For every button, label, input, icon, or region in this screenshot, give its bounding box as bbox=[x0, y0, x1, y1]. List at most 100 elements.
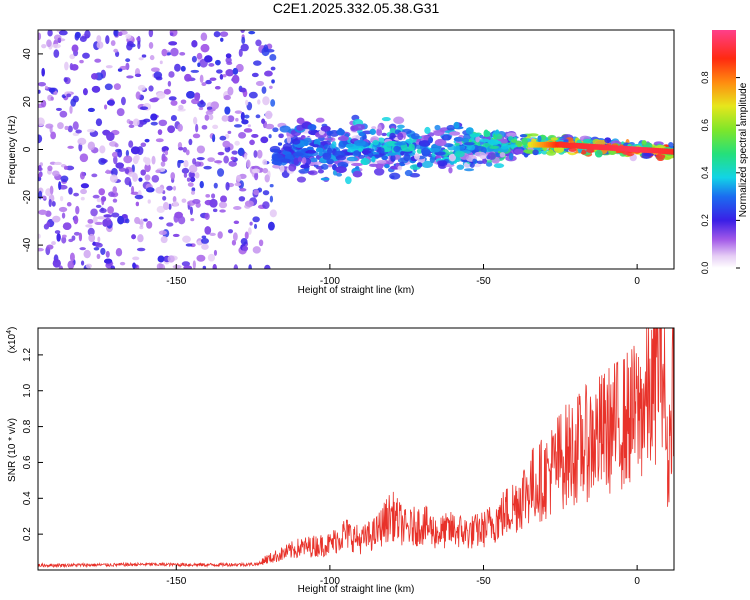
heat-cell bbox=[300, 135, 306, 140]
heat-cell bbox=[189, 206, 193, 216]
heat-cell bbox=[513, 148, 524, 155]
heat-cell bbox=[253, 150, 258, 158]
heat-cell bbox=[393, 145, 401, 153]
heat-cell bbox=[448, 166, 453, 174]
heat-cell bbox=[174, 63, 181, 72]
heat-cell bbox=[87, 141, 96, 151]
heat-cell bbox=[487, 139, 496, 144]
heat-cell bbox=[403, 153, 411, 162]
heat-cell bbox=[255, 80, 265, 87]
heat-cell bbox=[262, 159, 268, 166]
colorbar: 0.0 0.2 0.4 0.6 0.8 Normalized spectral ampl… bbox=[700, 30, 749, 274]
heat-cell bbox=[125, 168, 130, 174]
heat-cell bbox=[157, 129, 163, 135]
heat-cell bbox=[55, 107, 62, 111]
heat-cell bbox=[480, 155, 486, 160]
heat-cell bbox=[217, 168, 225, 177]
heat-cell bbox=[38, 32, 42, 41]
heat-cell bbox=[262, 167, 269, 174]
heat-cell bbox=[92, 241, 96, 246]
heat-cell bbox=[97, 236, 101, 243]
heat-cell bbox=[117, 215, 125, 225]
colorbar-tick-label: 0.0 bbox=[700, 262, 710, 275]
heat-cell bbox=[57, 37, 62, 44]
heat-cell bbox=[186, 91, 195, 99]
heat-cell bbox=[183, 172, 188, 178]
heat-cell bbox=[222, 140, 231, 148]
heat-cell bbox=[257, 99, 261, 105]
heat-cell bbox=[241, 119, 249, 125]
heat-cell bbox=[38, 247, 44, 252]
heat-cell bbox=[79, 171, 85, 180]
heat-cell bbox=[416, 148, 423, 154]
heat-cell bbox=[100, 158, 108, 164]
heat-cell bbox=[272, 127, 279, 133]
heat-cell bbox=[437, 139, 443, 144]
heat-cell bbox=[296, 117, 305, 124]
heat-cell bbox=[353, 123, 365, 131]
heat-cell bbox=[119, 261, 126, 266]
heat-cell bbox=[150, 113, 158, 121]
heat-cell bbox=[201, 124, 208, 130]
heat-cell bbox=[80, 188, 87, 195]
heat-cell bbox=[236, 174, 242, 182]
heat-cell bbox=[137, 41, 141, 50]
heat-cell bbox=[164, 150, 169, 156]
heat-cell bbox=[78, 232, 83, 242]
heat-cell bbox=[256, 149, 263, 159]
heat-cell bbox=[58, 181, 62, 190]
heat-cell bbox=[194, 172, 200, 179]
heat-cell bbox=[375, 163, 384, 169]
heat-cell bbox=[604, 137, 611, 144]
heat-cell bbox=[188, 138, 193, 146]
colorbar-ticks: 0.0 0.2 0.4 0.6 0.8 bbox=[700, 71, 740, 274]
heat-cell bbox=[107, 99, 115, 106]
heat-cell bbox=[317, 169, 324, 174]
heat-cell bbox=[264, 264, 271, 269]
heat-cell bbox=[64, 61, 69, 71]
heat-cell bbox=[232, 74, 240, 84]
heat-cell bbox=[318, 151, 323, 157]
heat-cell bbox=[52, 215, 61, 223]
heat-cell bbox=[58, 206, 68, 212]
colorbar-tick-label: 0.6 bbox=[700, 119, 710, 132]
colorbar-tick-label: 0.4 bbox=[700, 167, 710, 180]
heat-cell bbox=[131, 185, 135, 194]
heat-cell bbox=[85, 263, 92, 269]
heat-cell bbox=[233, 206, 242, 210]
heat-cell bbox=[128, 124, 135, 128]
spectrogram-panel: -150 -100 -50 0 -40 -20 0 20 40 Height of strai… bbox=[7, 29, 675, 296]
heat-cell bbox=[296, 176, 307, 183]
heat-cell bbox=[209, 198, 218, 208]
heat-cell bbox=[484, 130, 491, 137]
heat-cell bbox=[160, 236, 168, 244]
heat-cell bbox=[82, 52, 90, 59]
heat-cell bbox=[135, 91, 141, 100]
heat-cell bbox=[255, 114, 261, 119]
heat-cell bbox=[410, 133, 420, 140]
heat-cell bbox=[320, 163, 329, 170]
heat-cell bbox=[430, 147, 441, 153]
heat-cell bbox=[47, 30, 53, 37]
heat-cell bbox=[67, 260, 75, 269]
heat-cell bbox=[139, 218, 144, 228]
y-tick-label: 0.4 bbox=[22, 491, 33, 505]
heat-cell bbox=[73, 192, 79, 197]
heat-cell bbox=[527, 133, 539, 137]
heat-cell bbox=[139, 106, 149, 111]
heat-cell bbox=[196, 157, 205, 161]
x-tick-label: -100 bbox=[320, 276, 340, 287]
heat-cell bbox=[54, 230, 61, 234]
heat-cell bbox=[192, 260, 196, 269]
heat-cell bbox=[242, 245, 249, 252]
heat-cell bbox=[493, 163, 505, 169]
heat-cell bbox=[521, 137, 528, 146]
heat-cell bbox=[441, 134, 452, 141]
heat-cell bbox=[315, 147, 324, 153]
heat-cell bbox=[269, 209, 277, 218]
heat-cell bbox=[166, 52, 172, 56]
heat-cell bbox=[264, 174, 270, 183]
heat-cell bbox=[96, 35, 102, 43]
heat-cell bbox=[115, 162, 124, 169]
heat-cell bbox=[136, 36, 141, 42]
